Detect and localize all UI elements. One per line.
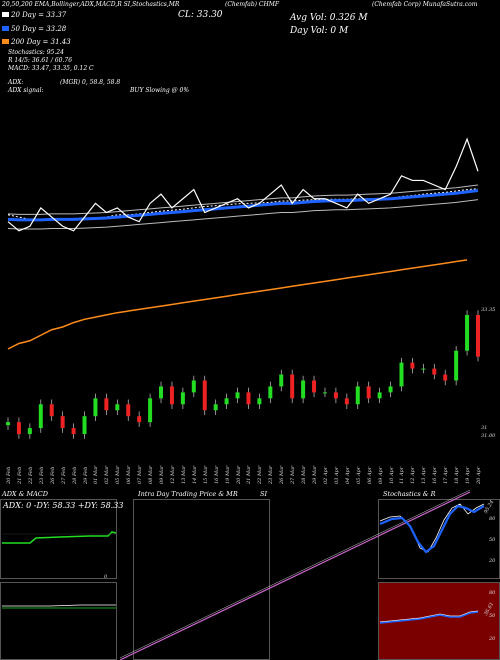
legend-r: R 14/5: 36.61 / 60.76 (8, 57, 73, 64)
macd-line (2, 604, 116, 607)
rsi-axis-80: 80 (489, 590, 496, 596)
price-axis-top: 33.35 (481, 307, 496, 313)
stoch-axis-80: 80 (489, 516, 496, 522)
candle-body (16, 422, 21, 435)
legend-adx: ADX: (8, 79, 24, 86)
candle-body (410, 362, 415, 369)
band-upper-line (7, 184, 479, 215)
price-axis-bottom1: 31 (481, 425, 488, 431)
trend-line (119, 491, 471, 660)
candle-body (333, 392, 338, 399)
close-label: CL: 33.30 (178, 10, 223, 20)
candle-body (191, 380, 196, 393)
macd-zero-label: 0 (104, 574, 108, 580)
rsi-axis-50: 50 (489, 613, 496, 619)
candle-body (115, 404, 120, 411)
rsi-line (379, 610, 479, 623)
candle-body (312, 380, 317, 393)
stoch-panel-title: Stochastics & R (383, 490, 436, 498)
candle-body (202, 380, 207, 411)
candle-body (60, 416, 65, 429)
main-price-chart (6, 137, 480, 439)
adx-line (2, 531, 117, 544)
ema200-line (7, 259, 468, 350)
legend-ema20: 20 Day = 33.37 (2, 12, 66, 19)
candle-body (268, 386, 273, 399)
legend-adx-values: (MGR) 0, 58.8, 58.8 (60, 79, 121, 86)
candle-body (290, 374, 295, 399)
intraday-panel-title: Intra Day Trading Price & MR (138, 490, 238, 498)
candle-body (148, 398, 153, 423)
price-axis-bottom2: 31.00 (481, 433, 496, 439)
candle-body (169, 386, 174, 405)
candle-body (126, 404, 131, 417)
ema50-line (7, 189, 479, 222)
candle-body (49, 404, 54, 417)
stoch-axis-20: 20 (489, 558, 496, 564)
band-lower-line (7, 199, 479, 230)
candle-body (38, 404, 43, 429)
candle-body (476, 315, 480, 357)
rsi-axis-20: 20 (489, 636, 496, 642)
candle-body (224, 398, 229, 405)
candle-body (279, 374, 284, 387)
close-price-line (7, 137, 479, 232)
candle-body (137, 416, 142, 423)
rsi-smooth-line (379, 611, 479, 624)
candle-body (93, 398, 98, 417)
avg-volume: Avg Vol: 0.326 M (290, 13, 368, 23)
candle-body (399, 362, 404, 387)
legend-stochastics: Stochastics: 95.24 (8, 49, 64, 56)
header-title-line: 20,50,200 EMA,Bollinger,ADX,MACD,R SI,St… (2, 1, 180, 8)
candle-body (377, 392, 382, 399)
adx-panel-title: ADX & MACD (2, 490, 48, 498)
candle-body (235, 392, 240, 399)
intraday-panel (133, 499, 270, 660)
candle-body (159, 386, 164, 399)
legend-buy-signal: BUY Slowing @ 0% (130, 87, 190, 94)
trend-line-highlight (119, 489, 471, 659)
candle-body (355, 386, 360, 405)
candle-body (104, 398, 109, 411)
stoch-axis-50: 50 (489, 537, 496, 543)
candle-body (246, 392, 251, 405)
candle-body (213, 404, 218, 411)
header-site: (Chemfab Corp) MunafaSutra.com (372, 1, 478, 8)
legend-ema50: 50 Day = 33.28 (2, 26, 66, 33)
candle-body (388, 386, 393, 393)
candle-body (443, 374, 448, 381)
candle-body (454, 350, 459, 381)
candle-body (344, 398, 349, 405)
candle-body (257, 398, 262, 405)
legend-adx-signal: ADX signal: (8, 87, 44, 94)
candle-body (6, 422, 10, 426)
candle-body (180, 392, 185, 405)
legend-macd: MACD: 33.47, 33.35, 0.12 C (8, 65, 94, 72)
adx-panel (0, 499, 117, 579)
rsi-panel-title: SI (260, 490, 268, 498)
candle-body (82, 416, 87, 435)
legend-ema200: 200 Day = 31.43 (2, 39, 71, 46)
adx-readout: ADX: 0 -DY: 58.33 +DY: 58.33 (3, 501, 124, 510)
candle-body (432, 368, 437, 375)
stoch-d-line (379, 504, 485, 554)
candle-body (366, 386, 371, 399)
candle-body (465, 315, 470, 351)
candle-body (322, 392, 327, 394)
day-volume: Day Vol: 0 M (290, 26, 349, 36)
candle-body (421, 368, 426, 370)
candle-body (27, 428, 32, 435)
candle-body (71, 428, 76, 435)
candle-body (301, 380, 306, 399)
header-ticker: (Chemfab) CHMF (225, 1, 280, 8)
